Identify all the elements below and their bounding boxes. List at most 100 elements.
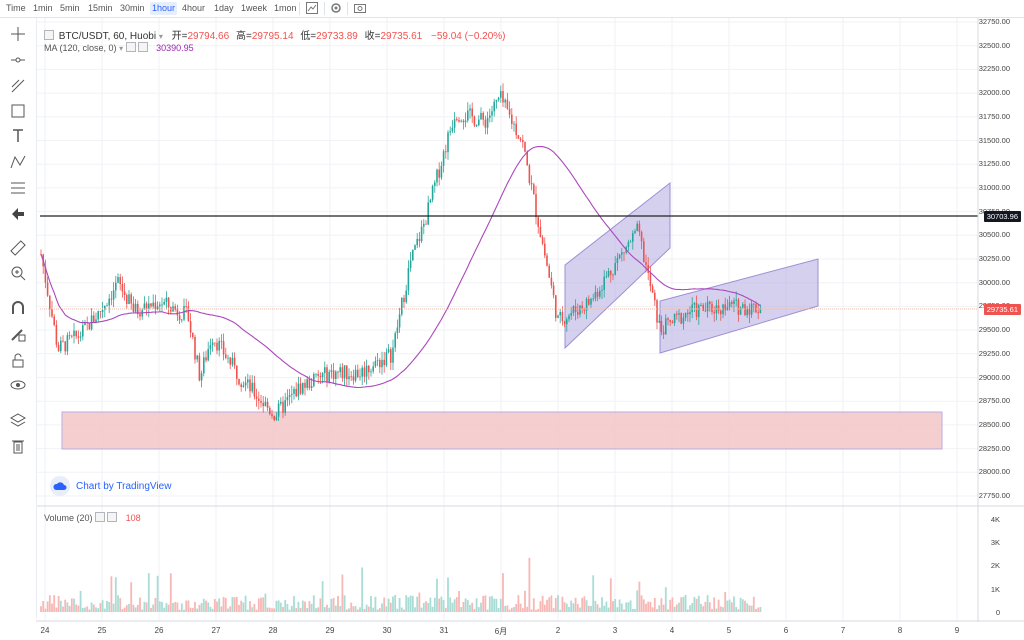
volume-bar (425, 601, 427, 612)
timeframe-5min[interactable]: 5min (60, 3, 80, 13)
trend-line-icon[interactable] (8, 76, 28, 96)
timeframe-1mon[interactable]: 1mon (274, 3, 297, 13)
volume-bar (634, 608, 636, 612)
screenshot-icon[interactable] (352, 1, 368, 15)
volume-bar (348, 608, 350, 612)
volume-bar (84, 607, 86, 612)
trash-icon[interactable] (8, 436, 28, 456)
candle-body (645, 262, 647, 266)
volume-bar (207, 602, 210, 612)
dropdown-icon[interactable]: ▾ (119, 44, 124, 53)
volume-bar (623, 609, 625, 612)
settings-icon[interactable] (125, 42, 136, 52)
volume-bar (101, 600, 104, 612)
candle-body (513, 123, 515, 125)
candle-body (541, 237, 544, 244)
candle-body (244, 382, 247, 386)
volume-bar (517, 595, 520, 612)
candle-body (161, 304, 163, 306)
volume-bar (147, 573, 150, 612)
timeframe-1min[interactable]: 1min (33, 3, 53, 13)
candle-body (335, 371, 337, 380)
timeframe-30min[interactable]: 30min (120, 3, 145, 13)
candle-body (759, 308, 762, 314)
volume-tick-label: 0 (995, 607, 1000, 617)
volume-bar (306, 608, 309, 612)
candle-body (651, 286, 654, 293)
lock-drawing-icon[interactable] (8, 324, 28, 344)
candle-body (132, 303, 135, 312)
text-icon[interactable] (8, 126, 28, 146)
volume-bar (383, 597, 386, 612)
candle-body (308, 379, 311, 388)
layers-icon[interactable] (8, 410, 28, 430)
candle-body (207, 349, 209, 361)
volume-bar (748, 605, 751, 612)
candle-body (750, 303, 753, 315)
volume-bar (66, 602, 69, 612)
candle-body (673, 313, 676, 324)
volume-bar (198, 604, 201, 612)
volume-bar (150, 607, 152, 612)
settings-icon[interactable] (95, 512, 106, 522)
settings-icon[interactable] (328, 1, 344, 15)
dropdown-icon[interactable]: ▾ (158, 32, 163, 41)
volume-bar (513, 606, 515, 612)
candle-body (273, 415, 275, 421)
candle-body (354, 369, 357, 381)
watermark-text[interactable]: Chart by TradingView (76, 480, 172, 492)
volume-bar (288, 609, 291, 612)
timeframe-1week[interactable]: 1week (241, 3, 268, 13)
volume-bar (741, 599, 744, 612)
rectangle-icon[interactable] (8, 101, 28, 121)
volume-bar (308, 601, 311, 612)
horizontal-line-icon[interactable] (8, 50, 28, 70)
timeframe-1hour[interactable]: 1hour (150, 2, 178, 15)
candle-body (733, 300, 735, 304)
timeframe-1day[interactable]: 1day (214, 3, 234, 13)
candle-body (420, 226, 423, 242)
horizontal-line-price-tag: 30703.96 (983, 211, 1021, 222)
close-icon[interactable] (137, 42, 148, 52)
fib-retracement-icon[interactable] (8, 178, 28, 198)
volume-bar (103, 608, 106, 612)
eye-icon[interactable] (8, 375, 28, 395)
timeframe-4hour[interactable]: 4hour (182, 3, 206, 13)
volume-bar (614, 599, 617, 612)
volume-bar (266, 607, 269, 612)
top-toolbar: Time 1min 5min 15min 30min 1hour 4hour 1… (0, 0, 1024, 18)
candle-body (282, 401, 284, 413)
tradingview-watermark[interactable]: Chart by TradingView (50, 476, 171, 496)
candle-body (698, 305, 700, 318)
volume-bar (59, 600, 62, 612)
candle-body (286, 397, 289, 401)
timeframe-15min[interactable]: 15min (88, 3, 113, 13)
date-tick-label: 9 (954, 626, 960, 635)
volume-bar (174, 602, 177, 612)
unlock-icon[interactable] (8, 350, 28, 370)
close-icon[interactable] (107, 512, 118, 522)
ruler-icon[interactable] (8, 238, 28, 258)
volume-label[interactable]: Volume (20) (44, 513, 93, 523)
candle-body (110, 298, 113, 300)
volume-bar (440, 596, 443, 612)
volume-bar (587, 605, 590, 612)
candle-body (412, 249, 414, 261)
timeframe-time[interactable]: Time (6, 3, 26, 13)
zoom-in-icon[interactable] (8, 263, 28, 283)
volume-bar (541, 595, 544, 612)
volume-bar (493, 598, 496, 612)
volume-bar (86, 606, 89, 612)
crosshair-icon[interactable] (8, 24, 28, 44)
ma-label[interactable]: MA (120, close, 0) (44, 43, 117, 53)
candle-body (577, 311, 579, 315)
magnet-icon[interactable] (8, 298, 28, 318)
arrow-left-icon[interactable] (8, 204, 28, 224)
candle-body (394, 333, 396, 348)
close-value: 29735.61 (380, 31, 423, 42)
symbol-label[interactable]: BTC/USDT, 60, Huobi (58, 31, 157, 42)
pattern-icon[interactable] (8, 152, 28, 172)
collapse-legend-icon[interactable] (44, 30, 54, 40)
chart-type-icon[interactable] (304, 1, 320, 15)
